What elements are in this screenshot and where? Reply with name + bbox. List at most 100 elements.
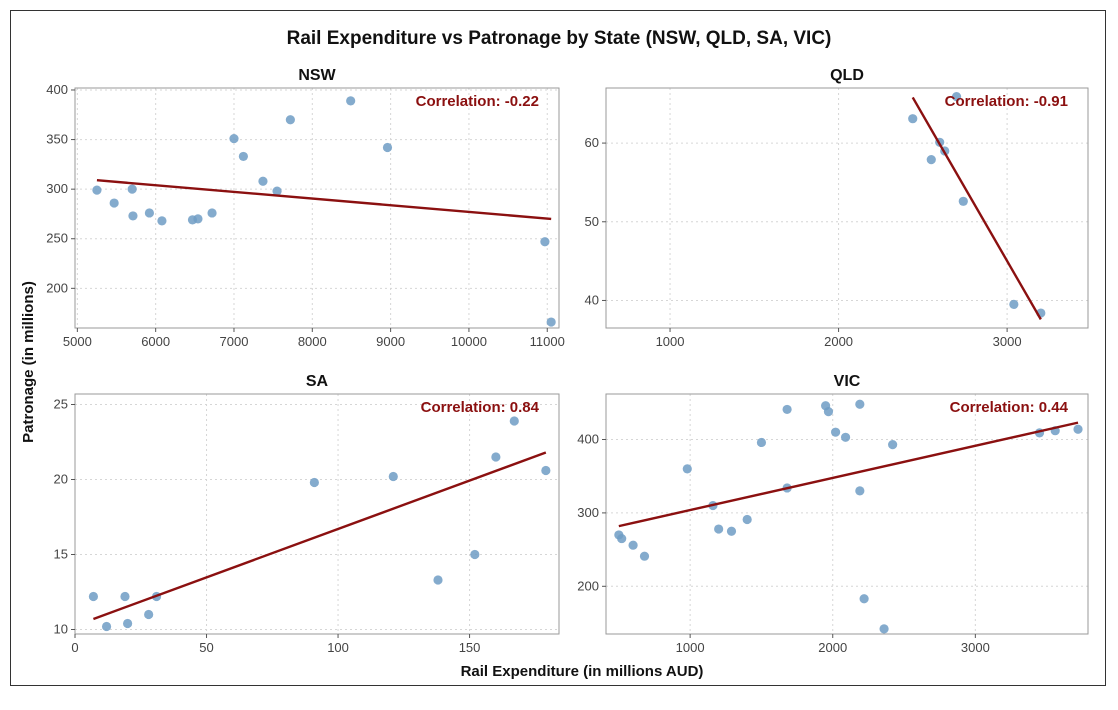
data-point	[128, 211, 138, 221]
data-point	[714, 524, 724, 534]
x-tick-label: 6000	[141, 334, 170, 349]
data-point	[120, 591, 130, 602]
data-point	[926, 155, 936, 165]
x-tick-label: 2000	[824, 334, 853, 349]
y-tick-label: 25	[54, 397, 68, 412]
data-point	[144, 609, 154, 620]
x-tick-label: 0	[71, 640, 78, 655]
panel-nsw: NSW 5000 6000 7000 8000 9000 10000 11000 200 250 3…	[46, 67, 565, 349]
correlation-label: Correlation: 0.84	[421, 399, 540, 416]
data-point	[238, 151, 248, 162]
data-point	[157, 216, 167, 226]
data-point	[207, 208, 217, 218]
data-point	[726, 526, 737, 536]
data-point	[491, 452, 501, 462]
data-point	[830, 427, 841, 437]
data-point	[88, 591, 99, 602]
panel-border	[605, 87, 1089, 329]
data-point	[742, 514, 752, 525]
data-point	[388, 471, 398, 482]
panel-sa: SA 0 50 100 150 10 15 20 25 Correlation: 0.84	[54, 373, 560, 655]
data-point	[1073, 424, 1083, 434]
y-tick-label: 350	[46, 132, 68, 147]
panel-border	[74, 393, 560, 635]
trend-line	[92, 451, 547, 621]
x-tick-label: 50	[199, 640, 213, 655]
data-point	[855, 399, 865, 409]
x-tick-label: 10000	[451, 334, 487, 349]
x-tick-label: 11000	[530, 334, 565, 349]
data-point	[258, 176, 268, 186]
y-tick-label: 300	[46, 181, 68, 196]
data-point	[617, 533, 627, 544]
panel-title: QLD	[830, 67, 864, 84]
faceted-scatter-chart: Rail Expenditure vs Patronage by State (…	[20, 28, 1089, 680]
data-point	[123, 618, 133, 629]
x-tick-label: 9000	[376, 334, 405, 349]
data-point	[1009, 299, 1019, 309]
y-tick-label: 40	[585, 292, 599, 307]
data-point	[144, 208, 155, 218]
panel-vic: VIC 1000 2000 3000 200 300 400 Correlation: 0.4…	[577, 373, 1089, 655]
data-point	[101, 621, 112, 632]
panel-title: NSW	[298, 67, 336, 84]
y-tick-label: 60	[585, 135, 599, 150]
data-point	[682, 464, 692, 474]
data-point	[382, 142, 393, 153]
trend-line	[618, 421, 1079, 528]
data-point	[546, 317, 556, 327]
x-tick-label: 2000	[818, 640, 847, 655]
data-point	[285, 115, 295, 125]
y-tick-label: 300	[577, 505, 599, 520]
y-tick-label: 200	[577, 578, 599, 593]
y-axis-label: Patronage (in millions)	[20, 281, 37, 443]
y-tick-label: 10	[54, 622, 68, 637]
data-point	[855, 486, 865, 496]
chart-title: Rail Expenditure vs Patronage by State (…	[287, 28, 832, 49]
data-point	[509, 416, 519, 426]
panel-title: VIC	[834, 373, 861, 390]
data-point	[639, 551, 650, 561]
y-tick-label: 400	[46, 82, 68, 97]
x-tick-label: 8000	[298, 334, 327, 349]
chart-frame: Rail Expenditure vs Patronage by State (…	[10, 10, 1106, 686]
y-tick-label: 20	[54, 472, 68, 487]
data-point	[958, 196, 968, 206]
data-point	[309, 477, 319, 488]
data-point	[840, 432, 851, 442]
x-tick-label: 7000	[220, 334, 249, 349]
data-point	[908, 114, 918, 124]
trend-line	[911, 96, 1042, 320]
x-axis-label: Rail Expenditure (in millions AUD)	[461, 663, 704, 680]
data-point	[272, 186, 282, 196]
y-tick-label: 400	[577, 432, 599, 447]
data-point	[823, 407, 834, 417]
data-point	[859, 594, 869, 604]
data-point	[951, 92, 962, 102]
data-point	[346, 96, 356, 106]
panel-border	[605, 393, 1089, 635]
x-tick-label: 3000	[993, 334, 1022, 349]
x-tick-label: 150	[459, 640, 481, 655]
correlation-label: Correlation: -0.91	[945, 93, 1068, 110]
y-tick-label: 250	[46, 231, 68, 246]
x-tick-label: 100	[327, 640, 349, 655]
data-point	[879, 624, 889, 634]
panel-border	[74, 87, 560, 329]
data-point	[628, 540, 638, 550]
data-point	[888, 440, 898, 450]
x-tick-label: 1000	[676, 640, 705, 655]
y-tick-label: 15	[54, 547, 68, 562]
data-point	[109, 198, 119, 208]
data-point	[193, 214, 203, 224]
data-point	[229, 133, 239, 144]
y-tick-label: 200	[46, 280, 68, 295]
x-tick-label: 3000	[961, 640, 990, 655]
panel-qld: QLD 1000 2000 3000 40 50 60 Correlation: -0.91	[585, 67, 1089, 349]
data-point	[433, 575, 443, 585]
data-point	[782, 404, 792, 415]
data-point	[541, 465, 551, 476]
data-point	[127, 184, 137, 194]
data-point	[92, 185, 102, 195]
